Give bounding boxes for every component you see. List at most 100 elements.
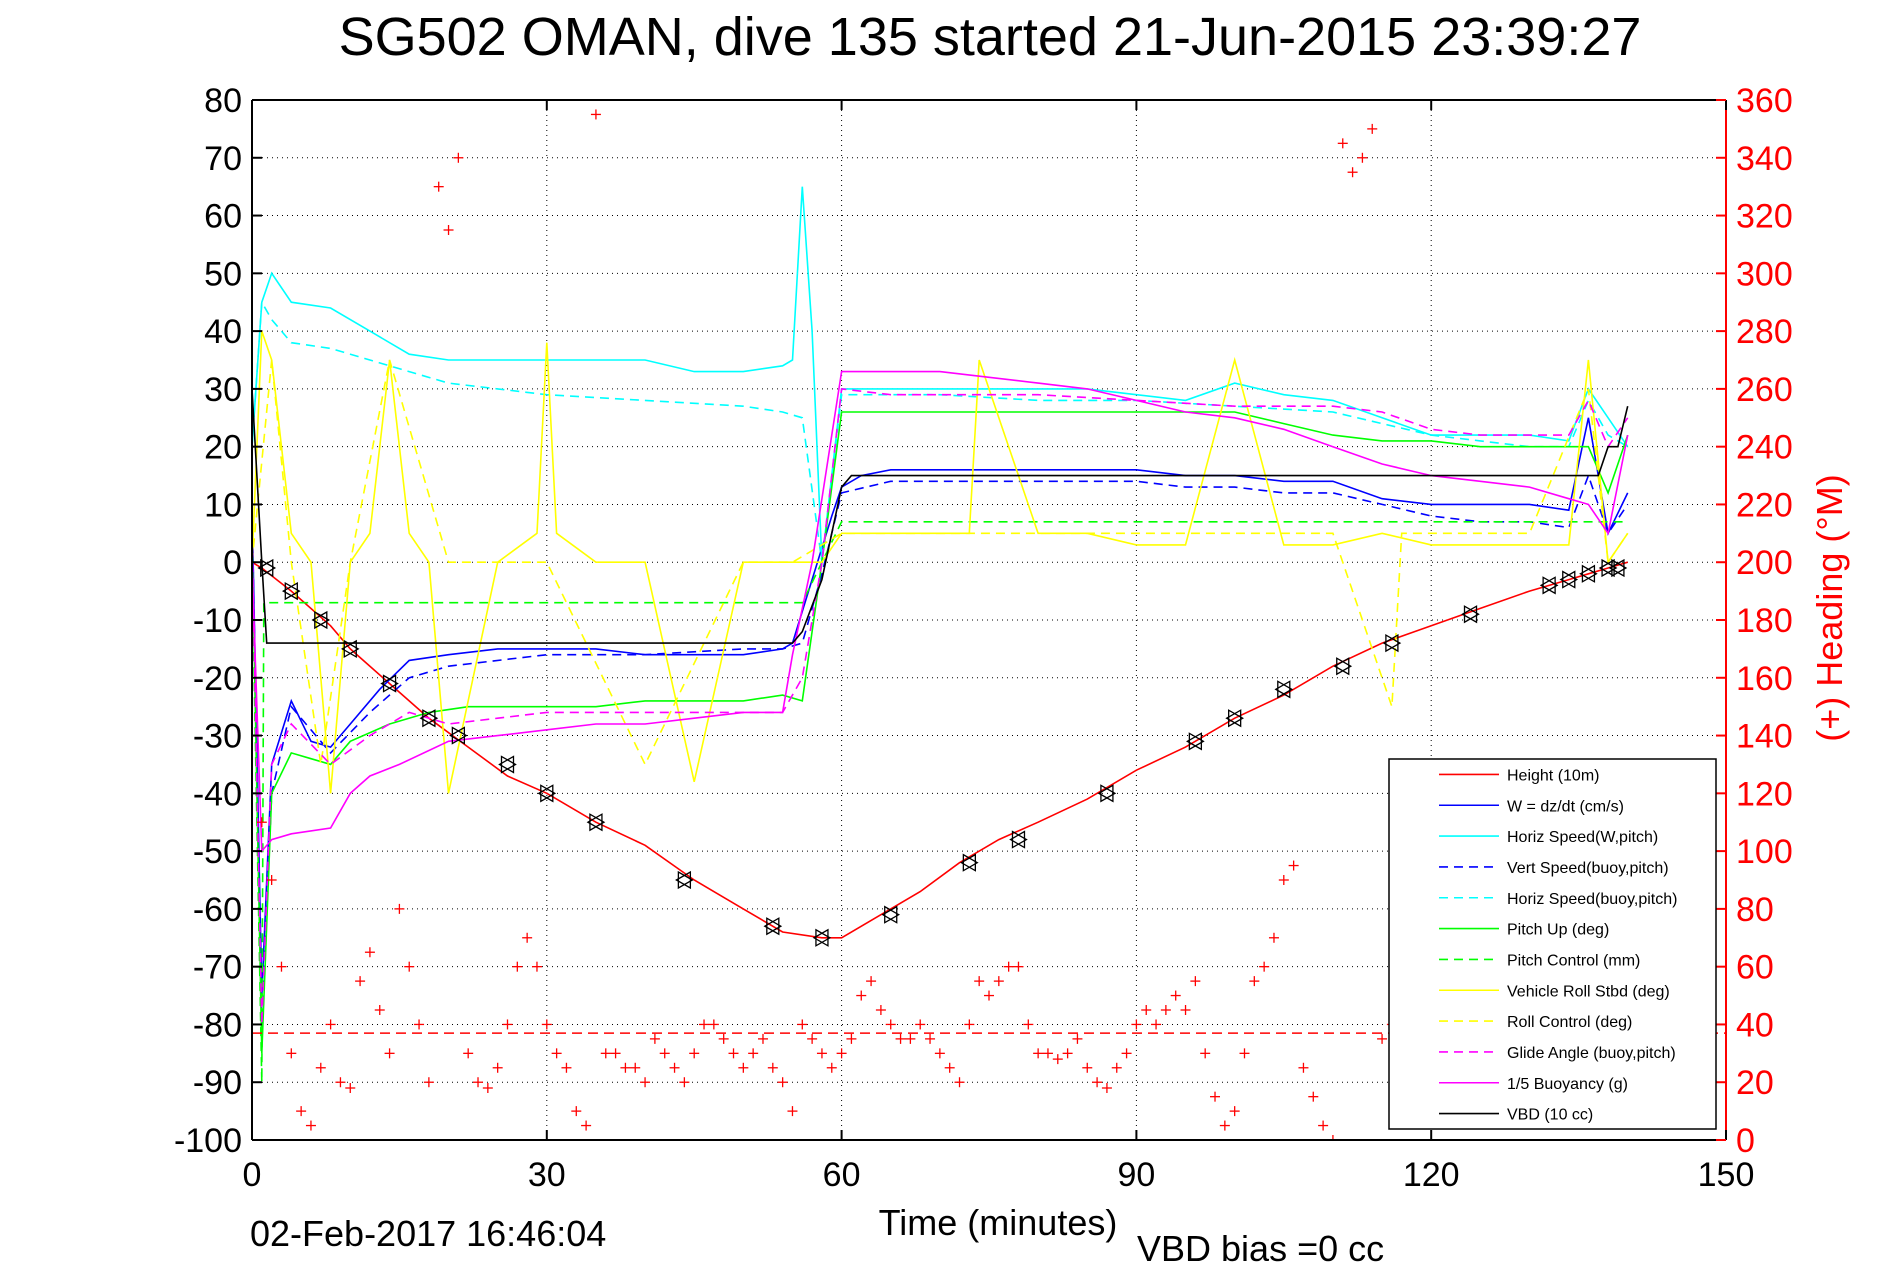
height-marker-left bbox=[380, 674, 397, 693]
height-marker-right bbox=[1188, 732, 1205, 751]
height-marker bbox=[1225, 709, 1244, 728]
legend-label: Pitch Control (mm) bbox=[1507, 952, 1640, 969]
heading-point bbox=[1239, 1048, 1250, 1059]
height-marker-left bbox=[257, 558, 274, 578]
x-tick-label: 0 bbox=[243, 1156, 262, 1194]
heading-point bbox=[374, 1005, 385, 1015]
heading-point bbox=[355, 976, 366, 987]
heading-point bbox=[581, 1120, 592, 1131]
heading-point bbox=[305, 1120, 316, 1131]
heading-point bbox=[256, 817, 267, 828]
height-marker-left bbox=[881, 905, 898, 924]
heading-point bbox=[610, 1048, 621, 1059]
heading-point bbox=[1219, 1120, 1230, 1131]
y-tick-label: 0 bbox=[223, 544, 242, 582]
heading-point bbox=[964, 1019, 975, 1030]
y2-tick-label: 0 bbox=[1736, 1122, 1755, 1160]
height-marker bbox=[380, 674, 399, 693]
height-marker bbox=[881, 905, 901, 924]
y2-tick-label: 100 bbox=[1736, 833, 1793, 871]
height-marker-left bbox=[449, 726, 466, 745]
heading-point bbox=[433, 181, 444, 192]
height-marker-left bbox=[1009, 830, 1026, 849]
heading-point bbox=[502, 1019, 513, 1030]
height-marker bbox=[586, 813, 606, 832]
x-tick-label: 30 bbox=[528, 1156, 566, 1194]
height-marker-right bbox=[382, 674, 399, 693]
heading-point bbox=[1268, 932, 1279, 943]
x-tick-label: 90 bbox=[1117, 1156, 1155, 1194]
y2-tick-label: 340 bbox=[1736, 140, 1793, 178]
series-line-1 bbox=[252, 417, 1629, 996]
height-marker-right bbox=[884, 905, 901, 924]
height-marker-left bbox=[1333, 657, 1350, 676]
heading-point bbox=[1131, 1019, 1142, 1030]
y-tick-label: 30 bbox=[204, 371, 242, 409]
heading-point bbox=[1357, 152, 1368, 163]
heading-point bbox=[315, 1062, 326, 1073]
height-marker-right bbox=[1100, 784, 1117, 803]
heading-point bbox=[846, 1033, 857, 1044]
heading-point bbox=[384, 1048, 395, 1059]
height-marker-left bbox=[1579, 564, 1596, 583]
x-tick-label: 150 bbox=[1698, 1156, 1755, 1194]
heading-point bbox=[286, 1048, 297, 1059]
heading-point bbox=[816, 1048, 827, 1059]
height-marker bbox=[340, 639, 360, 659]
height-marker bbox=[675, 870, 694, 890]
y-tick-label: -20 bbox=[193, 660, 242, 698]
heading-point bbox=[1288, 860, 1299, 871]
y2-tick-label: 220 bbox=[1736, 486, 1793, 524]
height-marker-right bbox=[815, 928, 832, 947]
heading-point bbox=[669, 1062, 680, 1073]
heading-point bbox=[1062, 1048, 1073, 1059]
heading-point bbox=[856, 990, 867, 1001]
heading-point bbox=[905, 1033, 916, 1044]
height-marker bbox=[419, 709, 439, 728]
y2-axis-label: (+) Heading (°M) bbox=[1809, 474, 1850, 741]
heading-point bbox=[1327, 1135, 1338, 1140]
heading-point bbox=[1298, 1062, 1309, 1073]
height-marker-right bbox=[451, 726, 468, 745]
height-marker-right bbox=[1562, 570, 1579, 589]
heading-point bbox=[699, 1019, 710, 1030]
plot-area: 0 30 60 90 120 150-100-90-80-70-60-50-40-30-2… bbox=[174, 82, 1793, 1194]
height-marker-right bbox=[1542, 576, 1559, 595]
heading-point bbox=[630, 1062, 641, 1073]
series-line-8 bbox=[252, 359, 1629, 767]
y-tick-label: -100 bbox=[174, 1122, 242, 1160]
x-tick-label: 120 bbox=[1403, 1156, 1460, 1194]
heading-point bbox=[708, 1019, 719, 1030]
heading-point bbox=[875, 1005, 886, 1015]
height-marker bbox=[1579, 564, 1598, 583]
y-tick-label: -10 bbox=[193, 602, 242, 640]
heading-point bbox=[1337, 138, 1348, 149]
height-marker-right bbox=[284, 581, 301, 601]
heading-point bbox=[866, 976, 877, 987]
heading-point bbox=[276, 961, 287, 972]
footer-vbd-bias: VBD bias =0 cc bbox=[1137, 1228, 1384, 1262]
legend-label: Glide Angle (buoy,pitch) bbox=[1507, 1045, 1676, 1062]
height-marker-left bbox=[537, 784, 554, 803]
height-marker-right bbox=[1336, 657, 1353, 676]
heading-point bbox=[266, 875, 277, 885]
height-marker bbox=[1382, 633, 1402, 653]
y-tick-label: -80 bbox=[193, 1006, 242, 1044]
heading-point bbox=[404, 961, 415, 972]
series-line-9 bbox=[252, 388, 1629, 1025]
height-marker-left bbox=[1382, 633, 1399, 653]
y2-tick-label: 160 bbox=[1736, 660, 1793, 698]
heading-point bbox=[522, 932, 533, 943]
heading-point bbox=[1003, 961, 1014, 972]
y2-tick-label: 80 bbox=[1736, 891, 1774, 929]
x-axis-label: Time (minutes) bbox=[879, 1202, 1118, 1243]
height-marker bbox=[1009, 830, 1028, 849]
heading-point bbox=[679, 1077, 690, 1088]
x-tick-label: 60 bbox=[823, 1156, 861, 1194]
heading-point bbox=[590, 109, 601, 120]
heading-point bbox=[1033, 1048, 1044, 1059]
height-marker-right bbox=[260, 558, 277, 578]
y-tick-label: -30 bbox=[193, 718, 242, 756]
heading-point bbox=[993, 976, 1004, 987]
